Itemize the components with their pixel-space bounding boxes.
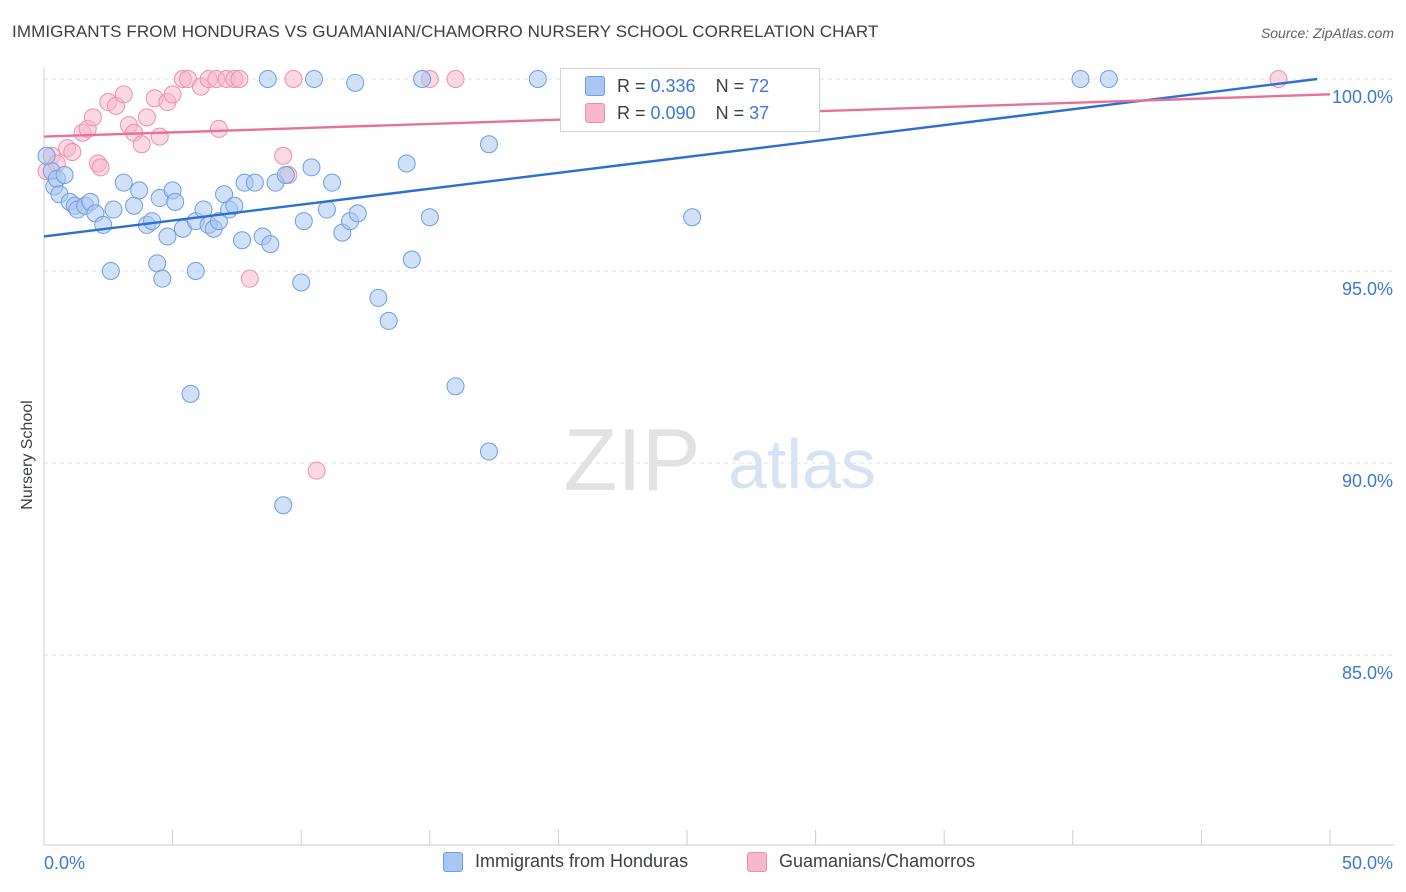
series-guamanians-points — [37, 70, 1288, 480]
source-label: Source: ZipAtlas.com — [1260, 25, 1394, 41]
honduras-point — [413, 70, 432, 88]
guamanians-point — [83, 108, 102, 127]
honduras-point — [323, 173, 342, 192]
x-tick-label: 50.0% — [1342, 853, 1393, 873]
legend-n-label: N = — [715, 75, 750, 96]
series-legend: Immigrants from Honduras Guamanians/Cham… — [0, 851, 1406, 877]
honduras-point — [397, 154, 416, 173]
honduras-point — [276, 166, 295, 184]
honduras-point — [233, 231, 252, 250]
watermark-zip: ZIP — [564, 410, 701, 509]
legend-item-guamanians[interactable]: Guamanians/Chamorros — [747, 851, 975, 872]
axes — [43, 68, 1394, 846]
honduras-point — [181, 384, 200, 403]
honduras-point — [528, 70, 547, 88]
honduras-point — [379, 311, 398, 330]
x-tick-label: 0.0% — [44, 853, 85, 873]
legend-swatch-pink — [747, 851, 767, 872]
guamanians-point — [91, 158, 110, 177]
honduras-point — [305, 70, 324, 88]
honduras-point — [130, 181, 149, 200]
y-tick-label: 95.0% — [1342, 279, 1393, 299]
legend-r-value: 0.336 — [650, 75, 696, 96]
guamanians-point — [63, 142, 82, 161]
honduras-point — [302, 158, 321, 177]
honduras-point — [101, 262, 120, 280]
guamanians-point — [446, 70, 465, 88]
y-tick-label: 90.0% — [1342, 471, 1393, 491]
y-tick-label: 85.0% — [1342, 663, 1393, 683]
honduras-point — [446, 377, 465, 396]
legend-n-value: 72 — [749, 75, 770, 96]
guamanians-point — [132, 135, 151, 154]
honduras-point — [158, 227, 177, 246]
honduras-point — [143, 212, 162, 231]
legend-n-label: N = — [715, 102, 750, 123]
legend-label-honduras: Immigrants from Honduras — [475, 851, 689, 871]
guamanians-point — [163, 85, 182, 104]
guamanians-point — [150, 127, 169, 146]
honduras-point — [402, 250, 421, 269]
honduras-point — [479, 442, 498, 461]
guamanians-point — [114, 85, 133, 104]
guamanians-point — [307, 461, 326, 480]
honduras-point — [245, 173, 264, 192]
honduras-point — [683, 208, 702, 227]
legend-swatch-pink — [585, 103, 605, 123]
legend-label-guamanians: Guamanians/Chamorros — [779, 851, 976, 871]
honduras-trend-line — [43, 77, 1318, 238]
honduras-point — [261, 235, 280, 254]
y-tick-label: 100.0% — [1332, 87, 1393, 107]
honduras-point — [292, 273, 311, 292]
honduras-point — [317, 200, 336, 219]
legend-r-label: R = — [617, 102, 651, 123]
honduras-point — [294, 212, 313, 231]
gridlines — [44, 78, 1394, 656]
honduras-point — [1071, 70, 1090, 88]
legend-row-guamanians: R = 0.090 N = 37 — [585, 100, 769, 126]
honduras-point — [274, 496, 293, 515]
legend-item-honduras[interactable]: Immigrants from Honduras — [443, 851, 688, 872]
legend-swatch-blue — [443, 851, 463, 872]
guamanians-point — [230, 70, 249, 88]
guamanians-point — [137, 108, 156, 127]
honduras-point — [114, 173, 133, 192]
honduras-point — [225, 196, 244, 215]
series-honduras-points — [37, 70, 1118, 515]
honduras-point — [369, 288, 388, 307]
legend-n-value: 37 — [749, 102, 770, 123]
legend-r-label: R = — [617, 75, 651, 96]
watermark-atlas: atlas — [728, 425, 876, 503]
honduras-point — [209, 212, 228, 231]
honduras-point — [125, 196, 144, 215]
guamanians-point — [240, 269, 259, 288]
honduras-point — [104, 200, 123, 219]
legend-row-honduras: R = 0.336 N = 72 — [585, 73, 769, 99]
tick-labels: 100.0% 95.0% 90.0% 85.0% 0.0% 50.0% — [44, 87, 1393, 873]
stats-legend: R = 0.336 N = 72 R = 0.090 N = 37 — [560, 68, 820, 132]
honduras-point — [153, 269, 172, 288]
honduras-point — [1099, 70, 1118, 88]
honduras-point — [258, 70, 277, 88]
honduras-point — [186, 262, 205, 280]
guamanians-point — [284, 70, 303, 88]
honduras-point — [37, 146, 56, 165]
chart-title: IMMIGRANTS FROM HONDURAS VS GUAMANIAN/CH… — [12, 22, 879, 41]
legend-r-value: 0.090 — [650, 102, 696, 123]
honduras-point — [346, 73, 365, 92]
guamanians-point — [209, 119, 228, 138]
honduras-point — [148, 254, 167, 273]
honduras-point — [166, 192, 185, 211]
honduras-point — [55, 166, 74, 184]
guamanians-point — [274, 146, 293, 165]
honduras-point — [479, 135, 498, 154]
honduras-point — [348, 204, 367, 223]
honduras-point — [420, 208, 439, 227]
legend-swatch-blue — [585, 76, 605, 96]
